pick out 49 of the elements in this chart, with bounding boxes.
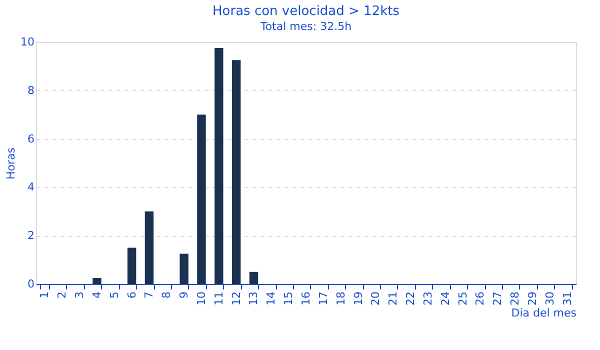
x-tick-label: 23 — [421, 292, 434, 306]
x-tick-label: 24 — [438, 292, 452, 306]
y-tick-label: 4 — [28, 180, 34, 194]
x-tick-label: 5 — [108, 292, 121, 298]
bar — [249, 272, 258, 284]
bar — [144, 211, 154, 284]
y-tick-label: 2 — [28, 229, 34, 242]
y-tick-label: 8 — [28, 84, 34, 97]
x-tick-label: 11 — [212, 292, 226, 306]
bar — [197, 114, 206, 284]
x-tick-label: 12 — [230, 292, 243, 306]
x-tick-label: 16 — [300, 292, 312, 306]
x-tick-label: 1 — [38, 292, 52, 298]
x-tick-label: 10 — [194, 292, 208, 306]
x-tick-label: 21 — [386, 292, 400, 306]
chart-title: Horas con velocidad > 12kts — [212, 4, 400, 19]
x-tick-label: 3 — [73, 292, 86, 298]
x-tick-label: 27 — [491, 292, 504, 306]
x-tick-label: 26 — [474, 292, 487, 306]
x-tick-label: 6 — [125, 292, 138, 298]
x-tick-label: 7 — [142, 292, 156, 298]
x-tick-label: 4 — [90, 292, 104, 298]
bar — [232, 60, 241, 284]
x-tick-label: 15 — [282, 292, 296, 306]
x-tick-label: 19 — [352, 292, 365, 306]
x-tick-label: 2 — [56, 292, 69, 298]
y-tick-label: 6 — [28, 132, 34, 146]
x-tick-label: 20 — [369, 292, 382, 306]
x-tick-label: 17 — [316, 292, 330, 306]
bar — [127, 248, 136, 284]
y-tick-label: 10 — [20, 36, 34, 48]
x-tick-label: 29 — [526, 292, 539, 306]
y-axis-title: Horas — [4, 147, 18, 180]
x-tick-label: 9 — [178, 292, 191, 298]
bar — [92, 278, 102, 284]
bar — [180, 254, 188, 284]
x-tick-label: 31 — [560, 292, 574, 306]
x-tick-label: 13 — [247, 292, 260, 306]
x-tick-label: 30 — [543, 292, 556, 306]
y-tick-label: 0 — [28, 278, 34, 290]
x-tick-label: 8 — [160, 292, 174, 298]
x-tick-label: 14 — [264, 292, 278, 306]
x-tick-label: 22 — [404, 292, 418, 306]
bar — [214, 48, 224, 284]
x-tick-label: 25 — [456, 292, 470, 306]
x-tick-label: 18 — [334, 292, 348, 306]
chart-subtitle: Total mes: 32.5h — [259, 20, 352, 33]
x-axis-title: Dia del mes — [511, 306, 577, 320]
x-tick-label: 28 — [508, 292, 522, 306]
